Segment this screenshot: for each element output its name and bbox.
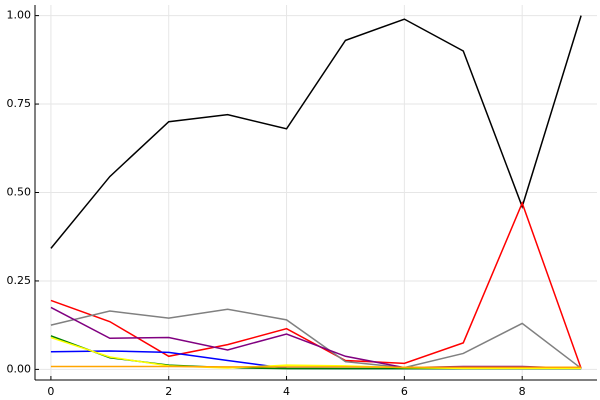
series-line bbox=[50, 201, 582, 369]
x-tick-label: 4 bbox=[283, 385, 290, 398]
x-tick-label: 8 bbox=[519, 385, 526, 398]
x-tick-label: 6 bbox=[401, 385, 408, 398]
y-tick-label: 0.25 bbox=[7, 274, 32, 287]
series-line bbox=[50, 15, 582, 249]
series-line bbox=[50, 365, 582, 369]
x-tick-label: 2 bbox=[165, 385, 172, 398]
y-tick-label: 0.75 bbox=[7, 97, 32, 110]
x-tick-label: 0 bbox=[47, 385, 54, 398]
series-line bbox=[50, 336, 582, 370]
y-tick-label: 1.00 bbox=[7, 9, 32, 22]
series-line bbox=[50, 306, 582, 370]
series-line bbox=[50, 308, 582, 369]
y-tick-label: 0.50 bbox=[7, 186, 32, 199]
y-tick-label: 0.00 bbox=[7, 362, 32, 375]
